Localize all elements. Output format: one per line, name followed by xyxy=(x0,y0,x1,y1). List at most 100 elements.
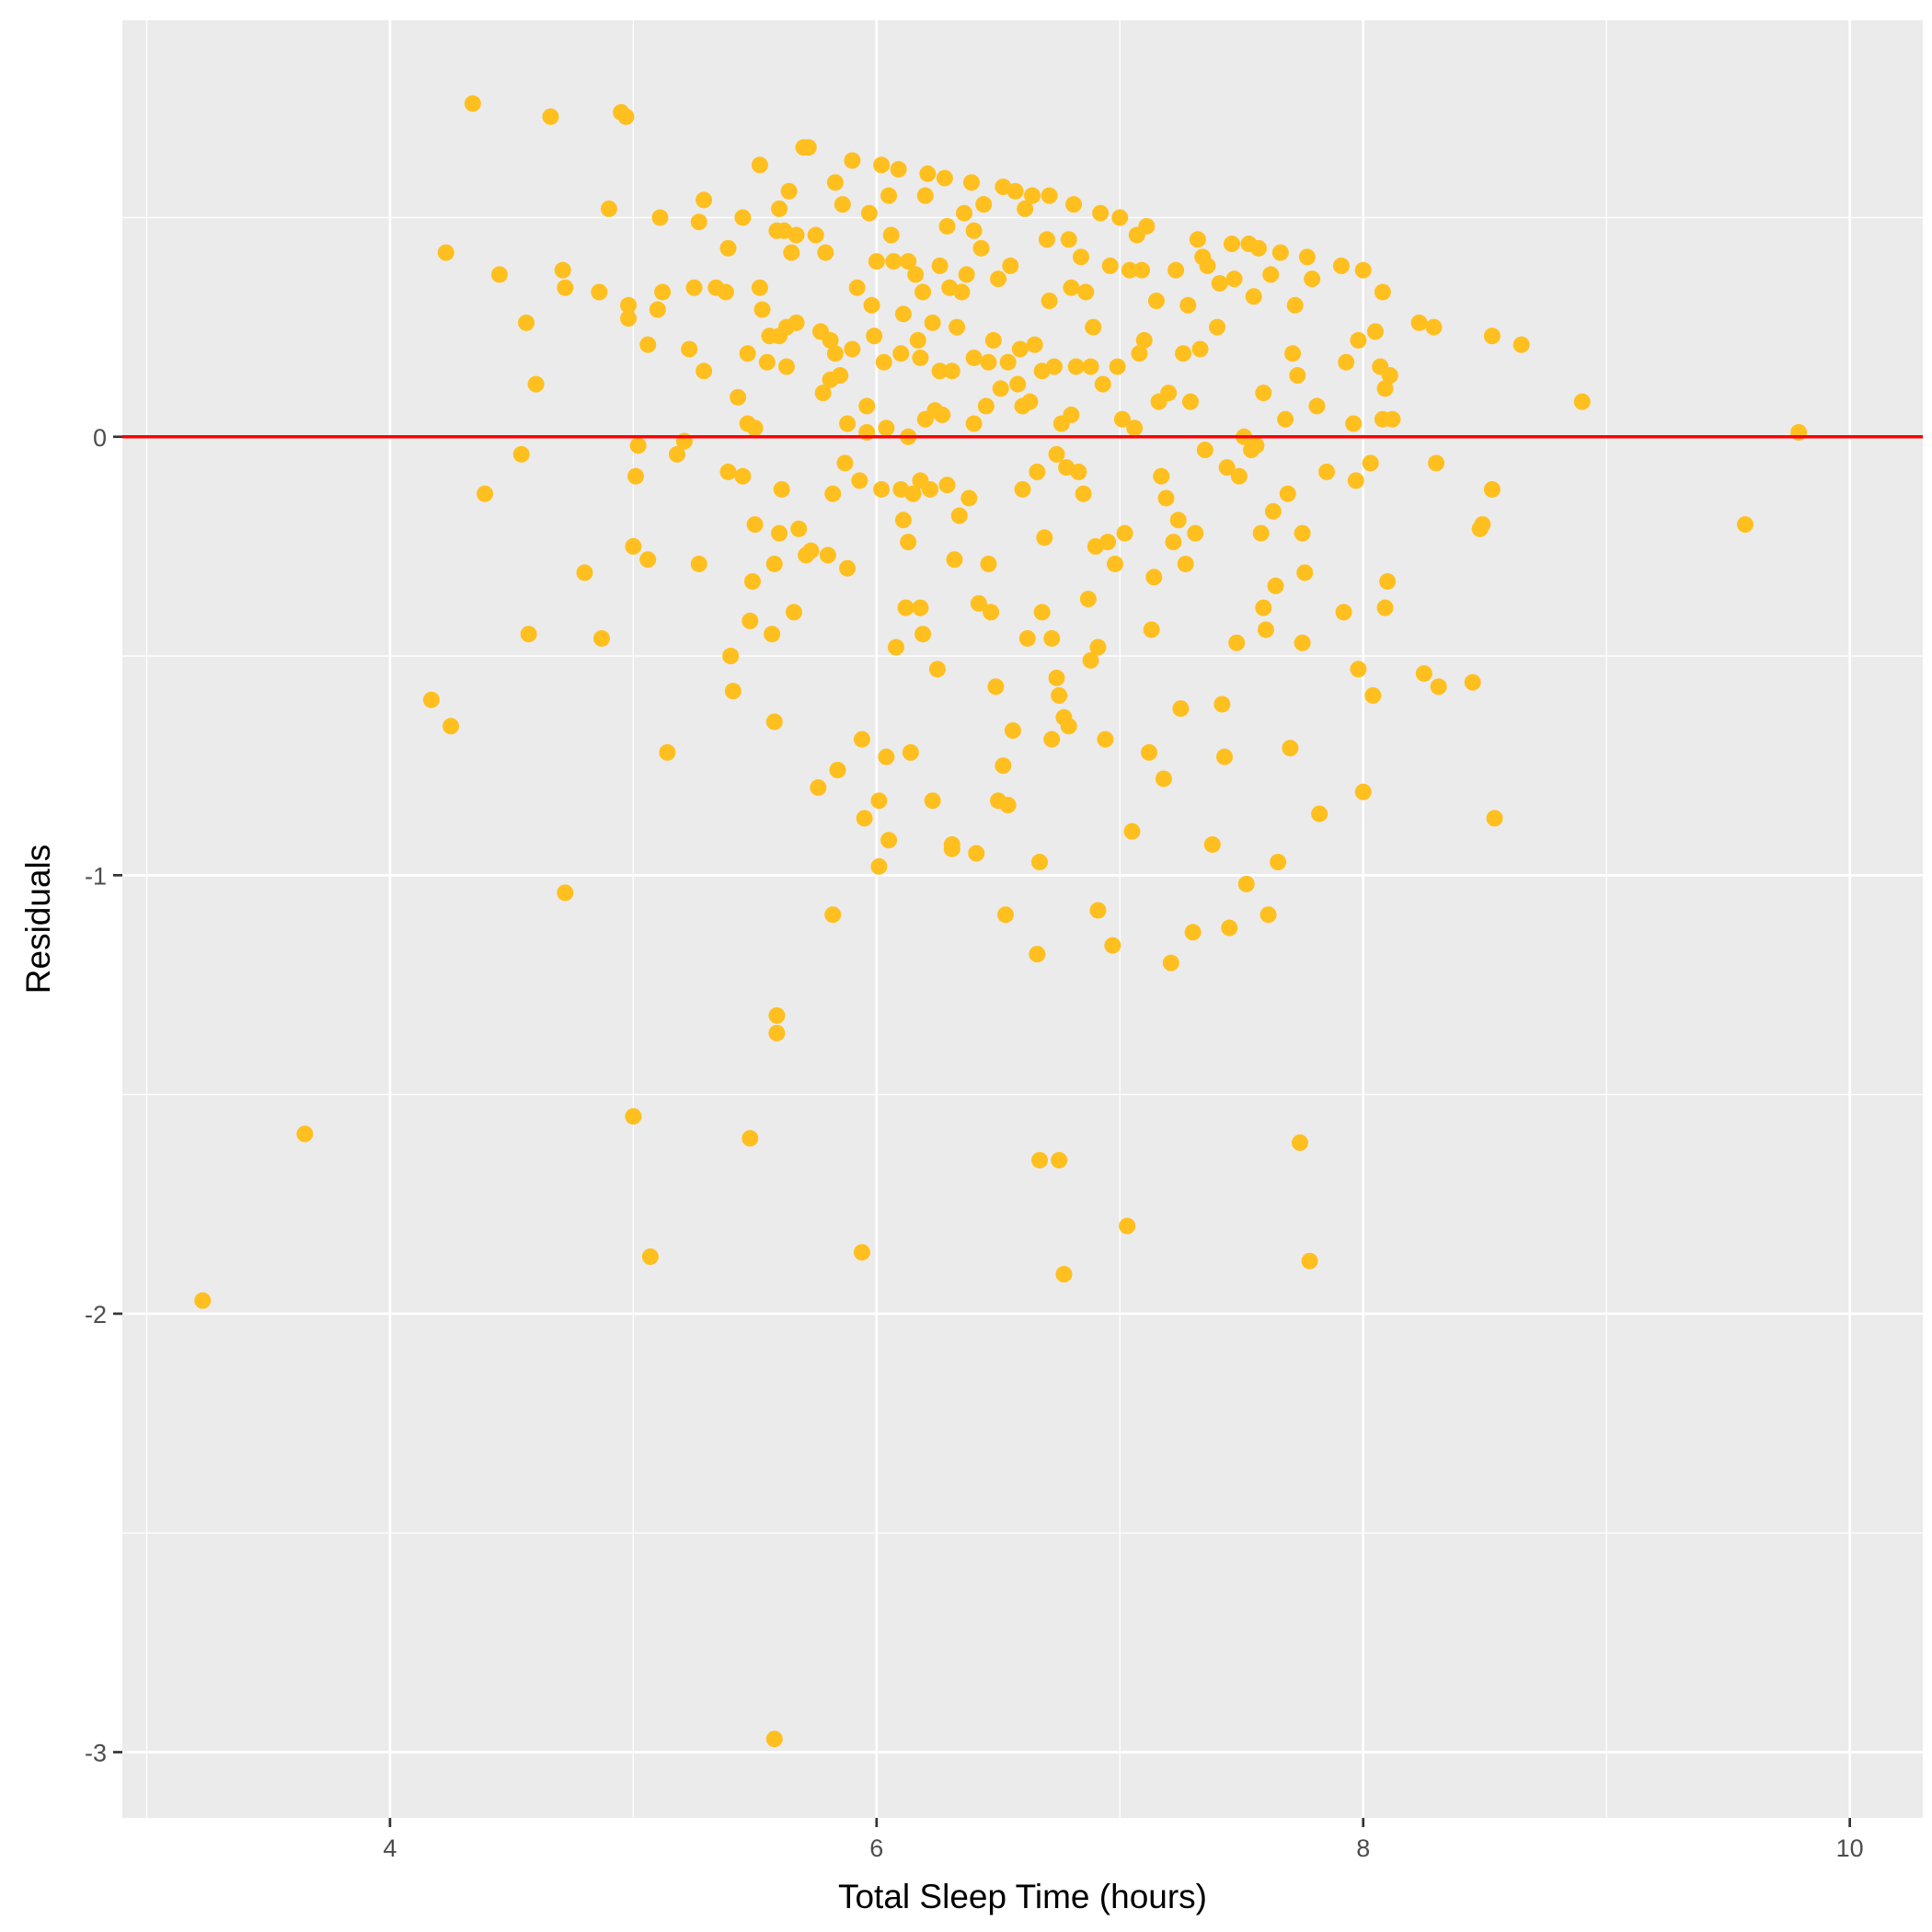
data-point xyxy=(890,161,907,178)
data-point xyxy=(1338,353,1355,371)
data-point xyxy=(900,534,917,551)
data-point xyxy=(999,353,1017,371)
data-point xyxy=(1147,293,1165,310)
data-point xyxy=(956,204,973,222)
data-point xyxy=(1026,336,1043,353)
data-point xyxy=(685,279,703,296)
data-point xyxy=(990,270,1007,288)
data-point xyxy=(1223,236,1240,253)
data-point xyxy=(916,187,934,204)
data-point xyxy=(1271,244,1289,261)
data-point xyxy=(897,599,914,616)
data-point xyxy=(724,683,742,700)
data-point xyxy=(924,314,941,331)
data-point xyxy=(1051,1152,1068,1169)
data-point xyxy=(422,691,440,708)
data-point xyxy=(1143,621,1160,638)
data-point xyxy=(882,226,900,244)
data-point xyxy=(1184,924,1202,941)
data-point xyxy=(734,209,752,226)
data-point xyxy=(1187,524,1204,542)
data-point xyxy=(810,779,827,797)
data-point xyxy=(520,626,537,643)
data-point xyxy=(1043,629,1061,647)
data-point xyxy=(826,174,844,191)
data-point xyxy=(1225,270,1243,288)
data-point xyxy=(783,244,800,261)
data-point xyxy=(1036,529,1053,546)
data-point xyxy=(922,480,939,498)
data-point xyxy=(1203,835,1221,853)
data-point xyxy=(1089,638,1107,656)
data-point xyxy=(576,564,593,581)
data-point xyxy=(1350,661,1367,678)
data-point xyxy=(690,213,707,231)
data-point xyxy=(900,253,917,270)
data-point xyxy=(1430,678,1447,696)
data-point xyxy=(1221,919,1238,937)
data-point xyxy=(1077,283,1095,301)
data-point xyxy=(1199,257,1216,274)
data-point xyxy=(912,349,929,366)
data-point xyxy=(904,485,922,502)
data-point xyxy=(943,840,960,857)
data-point xyxy=(1179,296,1197,314)
data-point xyxy=(1172,700,1190,718)
data-point xyxy=(654,283,672,301)
data-point xyxy=(1362,454,1379,472)
data-point xyxy=(875,353,892,371)
data-point xyxy=(1230,467,1248,485)
data-point xyxy=(742,1130,759,1147)
data-point xyxy=(1216,748,1234,765)
data-point xyxy=(668,445,685,463)
data-point xyxy=(1145,569,1163,586)
data-point xyxy=(659,743,676,761)
data-point xyxy=(1153,467,1170,485)
data-point xyxy=(1021,393,1039,410)
data-point xyxy=(1031,854,1049,871)
data-point xyxy=(1483,480,1501,498)
data-point xyxy=(1094,375,1111,393)
data-point xyxy=(928,661,946,678)
data-point xyxy=(746,516,764,534)
data-point xyxy=(625,1108,642,1125)
data-point xyxy=(980,353,997,371)
x-tick-label: 6 xyxy=(869,1834,883,1862)
data-point xyxy=(1252,524,1270,542)
data-point xyxy=(914,626,932,643)
data-point xyxy=(1041,293,1058,310)
data-point xyxy=(1002,257,1019,274)
data-point xyxy=(1294,524,1311,542)
y-tick-label: -1 xyxy=(85,862,107,890)
data-point xyxy=(844,340,861,358)
data-point xyxy=(1296,564,1314,581)
data-point xyxy=(681,340,698,358)
data-point xyxy=(1277,410,1294,428)
data-point xyxy=(949,318,966,336)
data-point xyxy=(1133,261,1151,279)
data-point xyxy=(1119,1217,1136,1235)
data-point xyxy=(873,480,891,498)
data-point xyxy=(1048,445,1065,463)
data-point xyxy=(768,1006,786,1024)
data-point xyxy=(649,301,666,318)
data-point xyxy=(965,222,983,239)
data-point xyxy=(1354,261,1372,279)
data-point xyxy=(856,810,873,827)
data-point xyxy=(753,301,771,318)
data-point xyxy=(1191,340,1209,358)
data-point xyxy=(983,604,1000,621)
data-point xyxy=(717,283,734,301)
data-point xyxy=(1111,209,1129,226)
data-point xyxy=(1255,599,1272,616)
data-point xyxy=(625,537,642,555)
data-point xyxy=(880,187,898,204)
data-point xyxy=(777,358,795,375)
data-point xyxy=(1213,696,1231,713)
data-point xyxy=(1279,485,1296,502)
data-point xyxy=(542,108,559,125)
data-point xyxy=(1211,274,1228,292)
data-point xyxy=(1286,296,1304,314)
data-point xyxy=(936,169,953,187)
